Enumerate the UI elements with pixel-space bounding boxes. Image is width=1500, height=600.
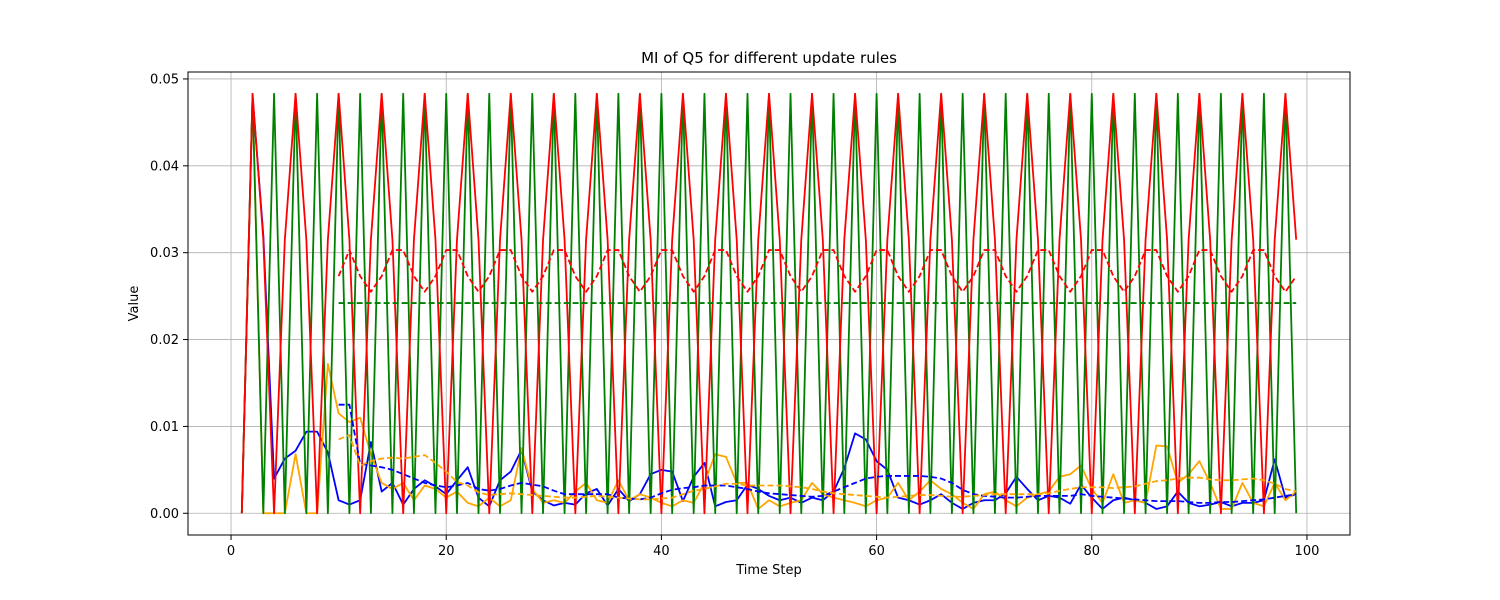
plot-frame [187, 71, 1351, 536]
x-tick-label: 60 [868, 544, 885, 559]
y-axis: 0.00 0.01 0.02 0.03 0.04 0.05 [150, 72, 188, 522]
y-tick-label: 0.03 [150, 246, 179, 261]
y-tick-label: 0.04 [150, 159, 179, 174]
y-tick-label: 0.02 [150, 333, 179, 348]
y-tick-label: 0.00 [150, 507, 179, 522]
chart-title: MI of Q5 for different update rules [641, 49, 897, 67]
series-line-8 [337, 249, 1297, 293]
series-layer [240, 92, 1298, 515]
series-line-2 [240, 95, 1297, 515]
x-tick-label: 0 [227, 544, 235, 559]
x-tick-label: 80 [1084, 544, 1101, 559]
y-tick-label: 0.01 [150, 420, 179, 435]
x-tick-label: 20 [438, 544, 455, 559]
x-axis: 0 20 40 60 80 100 [227, 535, 1319, 559]
y-tick-label: 0.05 [150, 72, 179, 87]
x-tick-label: 40 [653, 544, 670, 559]
x-axis-label: Time Step [735, 563, 802, 578]
grid [188, 72, 1350, 535]
y-axis-label: Value [127, 286, 142, 322]
series-line-6 [338, 434, 1297, 501]
series-line-4 [240, 92, 1298, 515]
series-line-5 [338, 403, 1297, 504]
x-tick-label: 100 [1295, 544, 1320, 559]
